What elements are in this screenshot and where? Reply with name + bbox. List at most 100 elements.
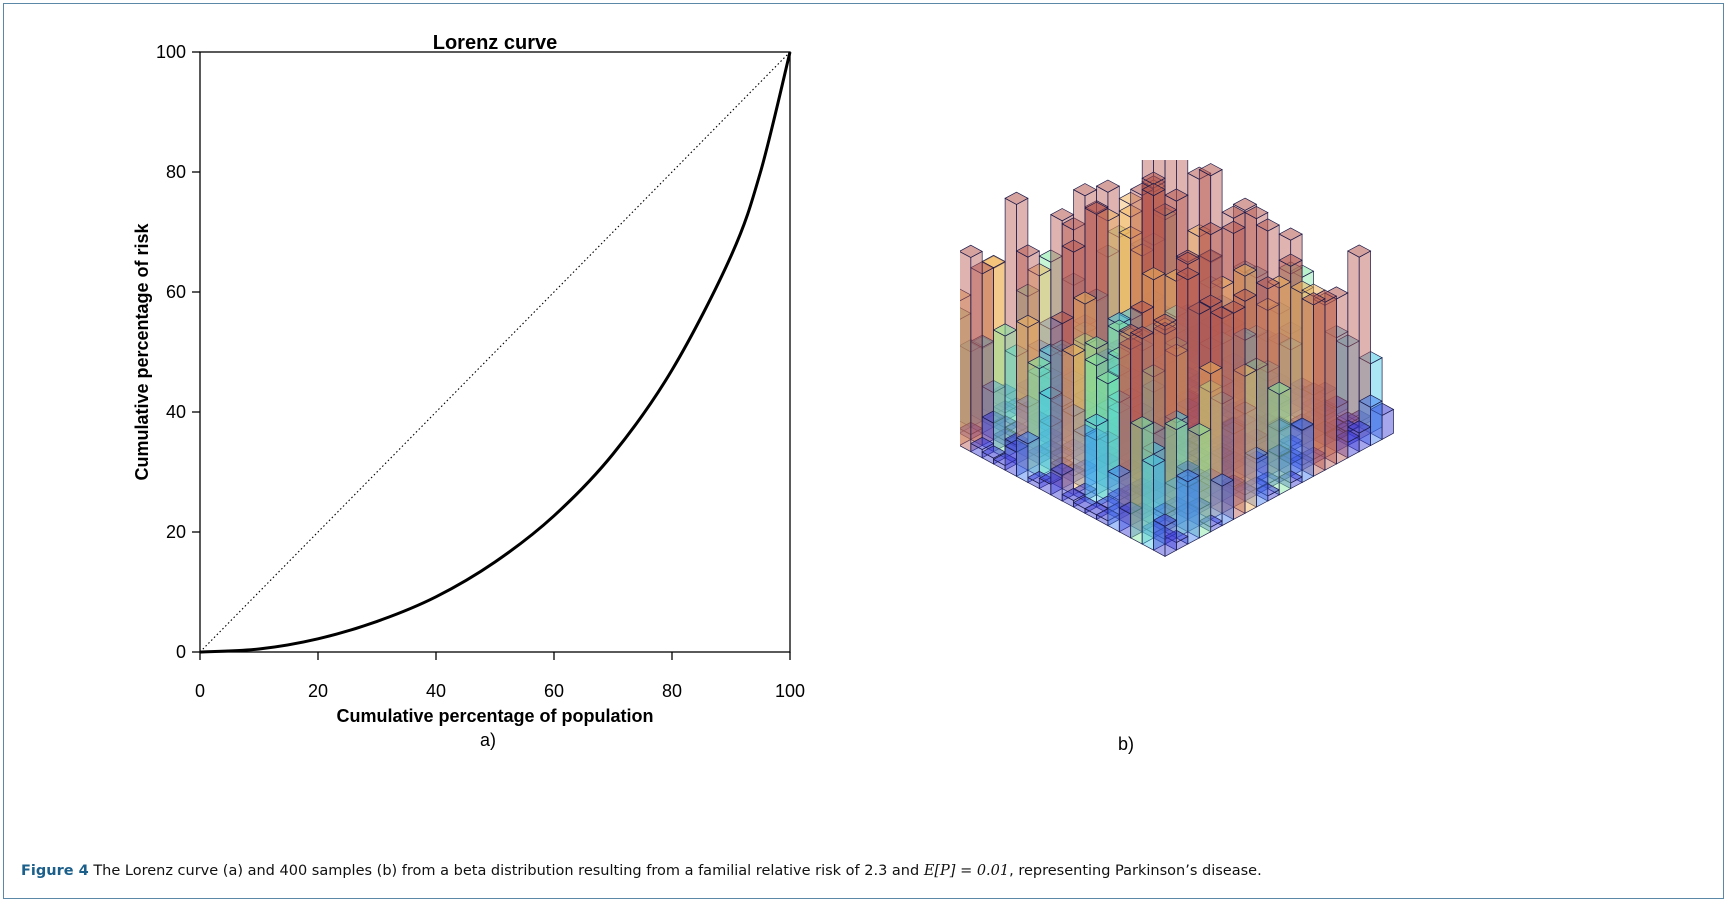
bar3d-face — [1198, 361, 1223, 375]
bar3d-face — [1232, 288, 1258, 302]
bar3d-column — [960, 244, 983, 453]
bar3d-column — [1289, 417, 1315, 484]
figure-caption: Figure 4 The Lorenz curve (a) and 400 sa… — [21, 863, 1711, 879]
bar3d-column — [1164, 304, 1189, 416]
figure-frame — [3, 3, 1724, 899]
bar3d-face — [1141, 459, 1154, 551]
bar3d-column — [1312, 289, 1338, 471]
bar3d-face — [1336, 292, 1349, 465]
bar3d-face — [1130, 422, 1143, 545]
bar3d-face — [1084, 336, 1109, 350]
bar3d-face — [1015, 244, 1041, 258]
caption-text-end: , representing Parkinson’s disease. — [1009, 863, 1262, 879]
bar3d-face — [1050, 316, 1063, 490]
bar3d-face — [1129, 326, 1155, 340]
bar3d-face — [1141, 267, 1166, 281]
bar3d-face — [1152, 313, 1178, 327]
y-tick-label: 40 — [166, 402, 186, 422]
bar3d-column — [1301, 292, 1326, 477]
bar3d-face — [1198, 163, 1223, 177]
bar3d-face — [1278, 253, 1303, 267]
bar3d-face — [1313, 298, 1326, 477]
bar3d-column — [1118, 501, 1143, 539]
bar3d-face — [1267, 381, 1292, 395]
bar3d-face — [1038, 392, 1052, 484]
bar3d-face — [1061, 487, 1086, 501]
bar3d-face — [1152, 513, 1178, 527]
bar3d-column — [1050, 462, 1075, 502]
x-tick-label: 100 — [775, 681, 805, 701]
bar3d-column — [1255, 276, 1280, 477]
bar3d-face — [1358, 394, 1383, 408]
y-axis-label: Cumulative percentage of risk — [132, 222, 152, 480]
bar3d-face — [1141, 453, 1166, 467]
bar3d-face — [1061, 239, 1086, 253]
bar3d-face — [1256, 452, 1269, 508]
bar3d-face — [1198, 294, 1223, 308]
equality-line — [199, 51, 791, 653]
bar3d-face — [1050, 311, 1075, 325]
bar3d-face — [960, 251, 972, 453]
bar3d-face — [960, 307, 972, 320]
caption-label: Figure 4 — [21, 863, 89, 879]
bar3d-face — [1175, 251, 1201, 265]
y-tick-label: 100 — [156, 42, 186, 62]
bar3d-face — [1072, 183, 1098, 197]
bar3d-face — [1050, 208, 1075, 222]
bar3d-face — [1015, 314, 1041, 328]
bar3d-face — [1324, 295, 1337, 471]
x-tick-label: 0 — [195, 681, 205, 701]
bar3d-column — [1061, 343, 1086, 496]
x-tick-label: 40 — [426, 681, 446, 701]
bar3d-face — [1232, 197, 1258, 211]
bar3d-column — [1221, 300, 1246, 520]
plot-frame — [199, 51, 791, 653]
bar3d-face — [1255, 218, 1280, 232]
bar3d-face — [1084, 201, 1109, 215]
bar3d-face — [1301, 423, 1314, 484]
bar3d-face — [1347, 250, 1360, 440]
bar3d-column — [1209, 473, 1235, 527]
bar3d-face — [1084, 413, 1109, 427]
bar3d-face — [1141, 183, 1166, 197]
bar3d-face — [1221, 205, 1246, 219]
bar3d-column — [1267, 381, 1292, 496]
bar3d-face — [1347, 244, 1372, 258]
bar3d-face — [960, 288, 972, 302]
bar3d-chart — [960, 160, 1395, 557]
bar3d-face — [1072, 291, 1098, 305]
bar3d-face — [1256, 282, 1269, 477]
bar3d-column — [960, 421, 983, 440]
caption-text: The Lorenz curve (a) and 400 samples (b)… — [93, 863, 920, 879]
y-tick-label: 80 — [166, 162, 186, 182]
bar3d-face — [1016, 437, 1029, 484]
bar3d-column — [1369, 402, 1395, 440]
bar3d-face — [1107, 470, 1120, 533]
bar3d-face — [1278, 387, 1292, 496]
bar3d-face — [1233, 306, 1246, 520]
bar3d-column — [1175, 267, 1201, 496]
y-tick-label: 0 — [176, 642, 186, 662]
bar3d-face — [1073, 349, 1086, 496]
bar3d-face — [993, 329, 1006, 459]
panel-a-label: a) — [480, 730, 497, 750]
bar3d-face — [1096, 419, 1109, 508]
lorenz-axes: 0 20 40 60 80 100 0 20 40 60 80 100 — [156, 42, 805, 701]
bar3d-face — [1084, 419, 1097, 508]
bar3d-face — [1175, 267, 1201, 281]
bar3d-column — [1278, 261, 1303, 403]
x-tick-label: 20 — [308, 681, 328, 701]
bar3d-face — [1198, 222, 1223, 236]
bar3d-face — [1289, 417, 1315, 431]
bar3d-column — [1152, 317, 1178, 484]
bar3d-column — [1141, 453, 1166, 551]
bar3d-column — [1152, 313, 1178, 520]
bar3d-column — [1289, 264, 1315, 397]
bar3d-column — [1129, 416, 1155, 545]
bar3d-face — [1095, 371, 1121, 385]
y-tick-label: 20 — [166, 522, 186, 542]
lorenz-curve-line — [199, 51, 792, 654]
bar3d-column — [1015, 431, 1041, 484]
bar3d-column — [1152, 513, 1178, 557]
bar3d-face — [992, 323, 1018, 337]
